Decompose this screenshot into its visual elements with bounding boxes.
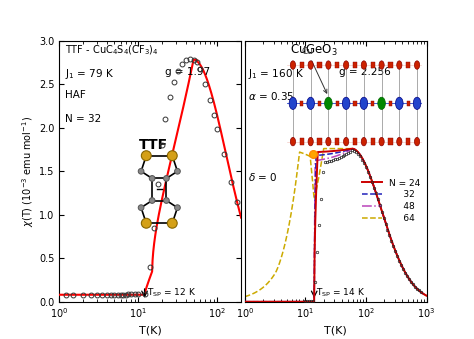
Text: TTF: TTF [139, 138, 168, 152]
Legend: N = 24,      32,      48,      64: N = 24, 32, 48, 64 [358, 175, 424, 227]
Text: CuGeO$_3$: CuGeO$_3$ [290, 43, 338, 58]
Text: g = 2.256: g = 2.256 [339, 67, 391, 77]
Text: J$_1$ = 160 K: J$_1$ = 160 K [248, 67, 304, 81]
Y-axis label: $\chi$(T) (10$^{-3}$ emu mol$^{-1}$): $\chi$(T) (10$^{-3}$ emu mol$^{-1}$) [20, 116, 36, 227]
X-axis label: T(K): T(K) [139, 326, 162, 336]
Text: HAF: HAF [65, 90, 85, 100]
Text: N = 32: N = 32 [65, 114, 101, 124]
Text: $\alpha$ = 0.35: $\alpha$ = 0.35 [248, 90, 295, 102]
X-axis label: T(K): T(K) [324, 326, 347, 336]
Text: T$_{\rm SP}$ = 12 K: T$_{\rm SP}$ = 12 K [147, 286, 197, 299]
Text: $\delta$ = 0: $\delta$ = 0 [248, 171, 278, 183]
Text: J$_1$ = 79 K: J$_1$ = 79 K [65, 67, 114, 81]
Text: TTF - CuC$_4$S$_4$(CF$_3$)$_4$: TTF - CuC$_4$S$_4$(CF$_3$)$_4$ [65, 43, 158, 57]
Text: T$_{\rm SP}$ = 14 K: T$_{\rm SP}$ = 14 K [316, 286, 365, 299]
Text: g = 1.97: g = 1.97 [165, 67, 210, 77]
